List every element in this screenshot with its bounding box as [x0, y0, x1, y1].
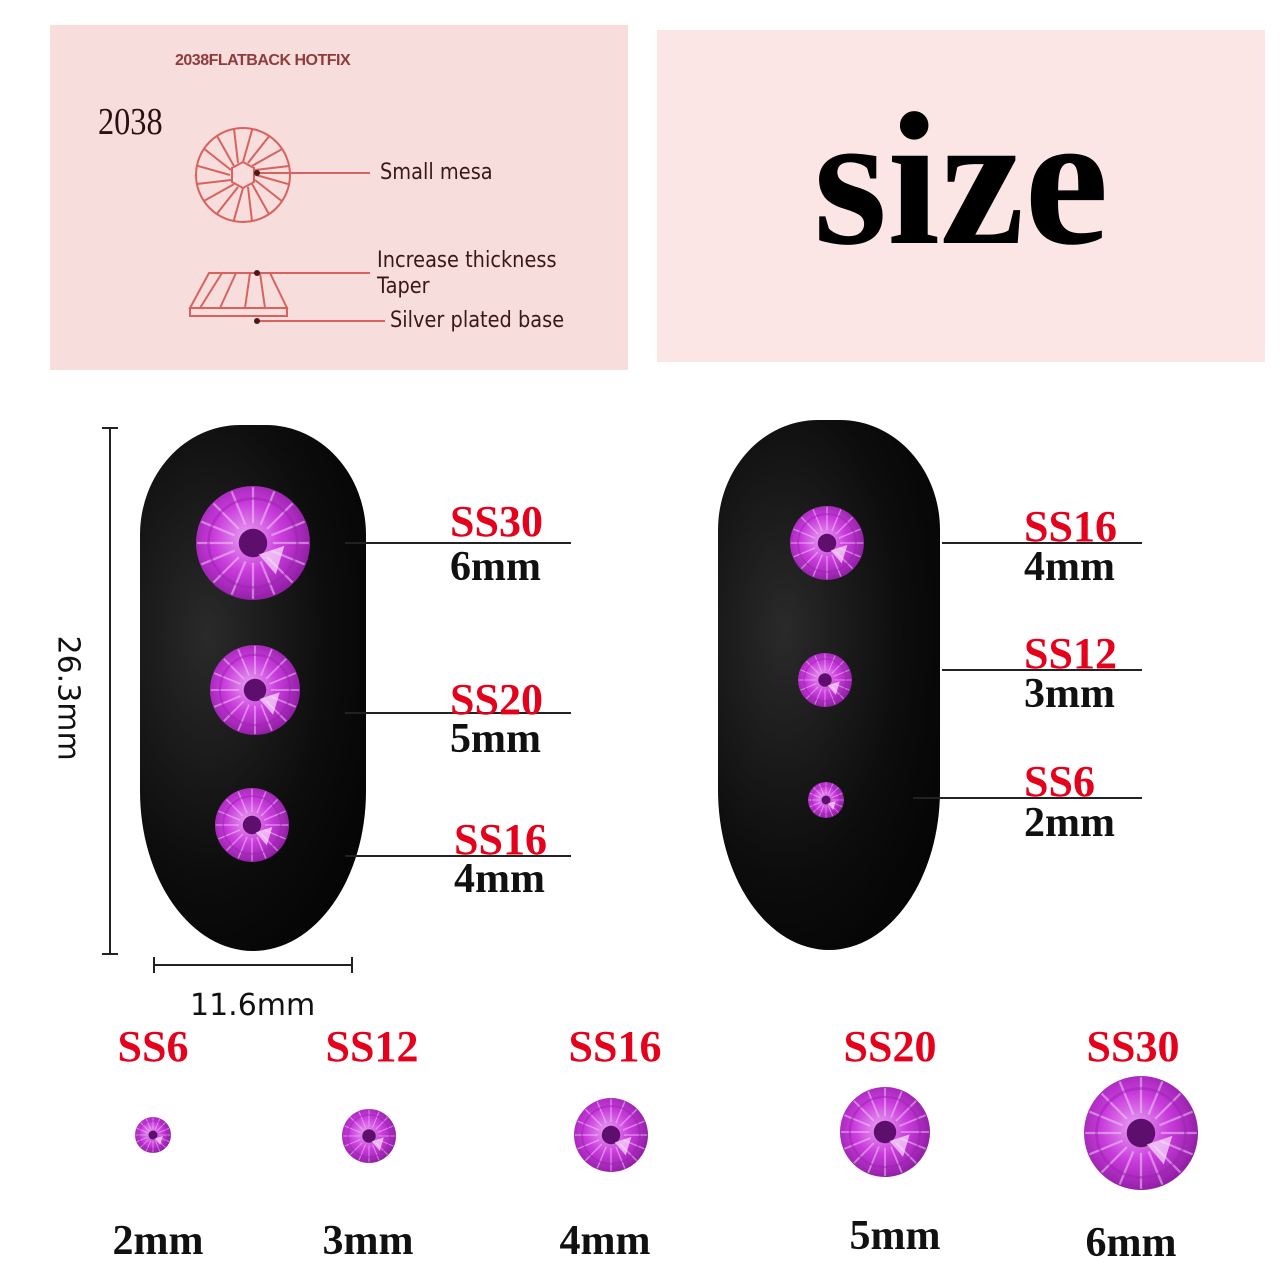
leader-line: [345, 542, 571, 544]
rhinestone-icon: [210, 645, 300, 735]
ss-label: SS16: [1024, 502, 1117, 551]
mm-label: 3mm: [1024, 671, 1115, 717]
width-dimension-label: 11.6mm: [190, 988, 316, 1023]
mm-label: 5mm: [849, 1213, 941, 1259]
label-increase-thickness: Increase thickness: [377, 248, 557, 273]
rhinestone-icon: [135, 1117, 171, 1153]
label-taper: Taper: [377, 274, 430, 299]
dimension-tick: [351, 957, 353, 973]
heading-panel: [657, 30, 1265, 362]
ss-label: SS30: [450, 497, 543, 546]
leader-line: [942, 669, 1142, 671]
rhinestone-icon: [342, 1109, 396, 1163]
height-dimension-label: 26.3mm: [50, 635, 86, 761]
rhinestone-icon: [215, 788, 289, 862]
mm-label: 4mm: [1024, 544, 1115, 590]
mm-label: 2mm: [1024, 800, 1115, 846]
mm-label: 3mm: [322, 1218, 414, 1264]
leader-line: [345, 712, 571, 714]
leader-line: [913, 797, 1142, 799]
ss-label: SS12: [325, 1022, 419, 1071]
rhinestone-icon: [574, 1098, 648, 1172]
mm-label: 4mm: [454, 856, 545, 902]
rhinestone-structure-drawing: [188, 127, 385, 324]
ss-label: SS30: [1086, 1022, 1180, 1071]
mm-label: 4mm: [559, 1218, 651, 1264]
ss-label: SS20: [450, 675, 543, 724]
dimension-tick: [102, 953, 118, 955]
label-small-mesa: Small mesa: [380, 160, 493, 185]
leader-line: [942, 542, 1142, 544]
rhinestone-icon: [790, 506, 864, 580]
side-view-icon: [188, 172, 385, 322]
diagram-title: 2038FLATBACK HOTFIX: [175, 52, 351, 69]
rhinestone-icon: [196, 486, 310, 600]
dimension-tick: [102, 427, 118, 429]
leader-line: [345, 855, 571, 857]
mm-label: 6mm: [450, 544, 541, 590]
mm-label: 2mm: [112, 1218, 204, 1264]
rhinestone-icon: [840, 1087, 930, 1177]
model-number: 2038: [98, 101, 163, 143]
ss-label: SS12: [1024, 629, 1117, 678]
label-silver-base: Silver plated base: [390, 308, 565, 333]
ss-label: SS16: [454, 815, 547, 864]
width-dimension-line: [153, 964, 353, 966]
ss-label: SS20: [843, 1022, 937, 1071]
structure-diagram-panel: [50, 25, 628, 370]
size-heading: size: [813, 75, 1109, 285]
rhinestone-icon: [1084, 1076, 1198, 1190]
height-dimension-line: [109, 427, 111, 955]
rhinestone-icon: [808, 782, 844, 818]
ss-label: SS16: [568, 1022, 662, 1071]
ss-label: SS6: [1024, 757, 1095, 806]
mm-label: 5mm: [450, 716, 541, 762]
mm-label: 6mm: [1085, 1220, 1177, 1266]
top-view-icon: [195, 127, 291, 223]
ss-label: SS6: [117, 1022, 189, 1071]
rhinestone-icon: [798, 653, 852, 707]
dimension-tick: [153, 957, 155, 973]
